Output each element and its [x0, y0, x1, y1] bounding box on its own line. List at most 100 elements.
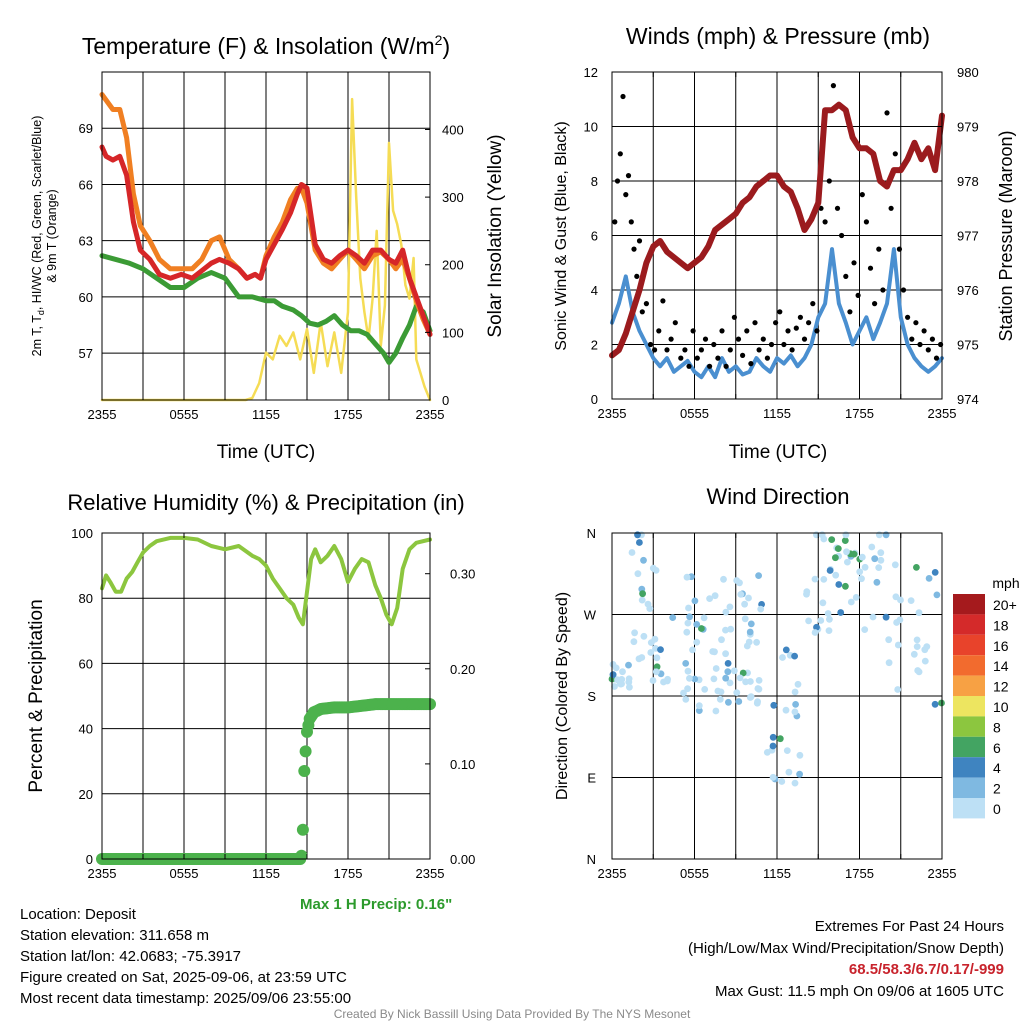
wind-direction-point	[649, 677, 657, 684]
wind-direction-point	[741, 615, 749, 623]
wind-direction-point	[931, 569, 939, 576]
wind-direction-point	[736, 674, 744, 682]
wind-gust-point	[702, 336, 709, 342]
direction-tick-label: W	[584, 608, 597, 623]
wind-direction-point	[873, 578, 881, 586]
right-y-tick-label: 0.00	[450, 852, 475, 867]
wind-direction-point	[907, 597, 915, 604]
wind-direction-point	[669, 614, 677, 621]
left-y-tick-label: 20	[79, 787, 93, 802]
wind-direction-point	[693, 638, 701, 646]
wind-direction-point	[875, 531, 883, 539]
wind-direction-point	[714, 687, 722, 695]
speed-legend-swatch	[953, 716, 985, 737]
left-y-tick-label: 2	[591, 338, 598, 353]
wind-direction-point	[861, 626, 869, 633]
wind-direction-point	[745, 594, 752, 602]
wind-gust-point	[698, 347, 705, 353]
wind-direction-point	[858, 575, 865, 583]
left-y-tick-label: 0	[86, 852, 93, 867]
speed-legend-swatch	[953, 594, 985, 615]
wind-gust-point	[810, 301, 816, 307]
wind-gust-point	[634, 273, 640, 279]
wind-gust-point	[715, 355, 721, 361]
wind-gust-point	[631, 246, 637, 252]
wind-direction-point	[842, 531, 850, 539]
wind-direction-point	[746, 628, 754, 636]
wind-direction-point	[778, 778, 786, 785]
wind-gust-point	[656, 328, 662, 334]
winds-right-ylabel: Station Pressure (Maroon)	[996, 130, 1016, 341]
wind-direction-point	[825, 627, 833, 634]
x-tick-label: 1755	[334, 866, 363, 881]
wind-gust-point	[888, 205, 894, 211]
wind-direction-point	[820, 535, 828, 543]
wind-direction-point	[693, 621, 701, 628]
wind-direction-point	[718, 636, 725, 644]
wind-direction-point	[722, 650, 729, 658]
right-y-tick-label: 200	[442, 258, 464, 273]
panel-humidity: Relative Humidity (%) & Precipitation (i…	[26, 490, 475, 881]
winds-left-ylabel: Sonic Wind & Gust (Blue, Black)	[553, 121, 570, 350]
title-superscript: 2	[435, 32, 443, 48]
wind-direction-point	[712, 665, 720, 672]
wind-direction-point	[746, 694, 754, 701]
left-y-tick-label: 4	[591, 283, 598, 298]
wind-direction-point	[837, 609, 845, 616]
wind-direction-point	[847, 598, 855, 606]
wind-direction-point	[925, 575, 933, 582]
wind-direction-point	[843, 548, 850, 556]
wind-direction-point	[769, 773, 777, 781]
wind-direction-point	[722, 626, 729, 634]
left-y-tick-label: 100	[71, 526, 93, 541]
wind-gust-point	[826, 178, 832, 184]
left-y-tick-label: 40	[79, 722, 93, 737]
wind-direction-point	[733, 689, 741, 696]
wind-gust-point	[690, 328, 696, 334]
wind-direction-point	[913, 636, 921, 644]
panel-wind-direction: Wind Direction 2355 0555 1155 1755 2355NESWN…	[554, 484, 1020, 881]
wind-gust-point	[727, 347, 733, 353]
wind-gust-point	[623, 192, 629, 198]
wind-gust-point	[731, 314, 738, 320]
wind-direction-point	[743, 642, 751, 650]
wind-direction-point	[782, 646, 790, 654]
wind-direction-point	[689, 646, 696, 654]
wind-direction-point	[619, 668, 626, 676]
panel-temperature: Temperature (F) & Insolation (W/m2) 2355…	[30, 32, 506, 463]
wind-direction-point	[869, 613, 877, 621]
x-tick-label: 1155	[252, 866, 280, 881]
wind-direction-point	[923, 643, 931, 650]
wind-direction-point	[639, 590, 646, 598]
wind-direction-point	[684, 685, 691, 693]
wind-direction-point	[757, 605, 765, 613]
wind-gust-point	[678, 355, 684, 361]
x-tick-label: 2355	[928, 866, 957, 881]
wind-direction-point	[871, 555, 879, 563]
station-info: Location: Deposit Station elevation: 311…	[20, 904, 351, 1009]
wind-gust-point	[652, 347, 658, 353]
wind-direction-point	[791, 708, 799, 716]
wind-gust-point	[781, 341, 787, 348]
wind-gust-point	[843, 273, 849, 279]
wind-gust-point	[752, 320, 758, 326]
left-y-tick-label: 63	[79, 234, 93, 249]
wind-gust-point	[614, 178, 621, 184]
wind-direction-chart-title: Wind Direction	[706, 484, 849, 509]
wind-gust-point	[740, 352, 746, 358]
wind-direction-point	[720, 575, 727, 583]
wind-direction-point	[791, 779, 799, 787]
wind-direction-point	[894, 641, 902, 649]
wind-gust-point	[859, 192, 865, 198]
wind-gust-point	[793, 325, 799, 331]
wind-direction-point	[628, 549, 636, 556]
wind-direction-point	[722, 674, 730, 682]
wind-gust-point	[612, 219, 618, 225]
wind-gust-point	[872, 301, 878, 307]
temperature-xlabel: Time (UTC)	[217, 442, 316, 463]
humidity-ticks: 2355 0555 1155 1755 23550204060801000.000.10…	[71, 526, 475, 881]
direction-tick-label: E	[587, 771, 596, 786]
right-y-tick-label: 977	[957, 229, 979, 244]
wind-direction-point	[711, 648, 718, 656]
speed-legend-label: 12	[993, 679, 1009, 695]
